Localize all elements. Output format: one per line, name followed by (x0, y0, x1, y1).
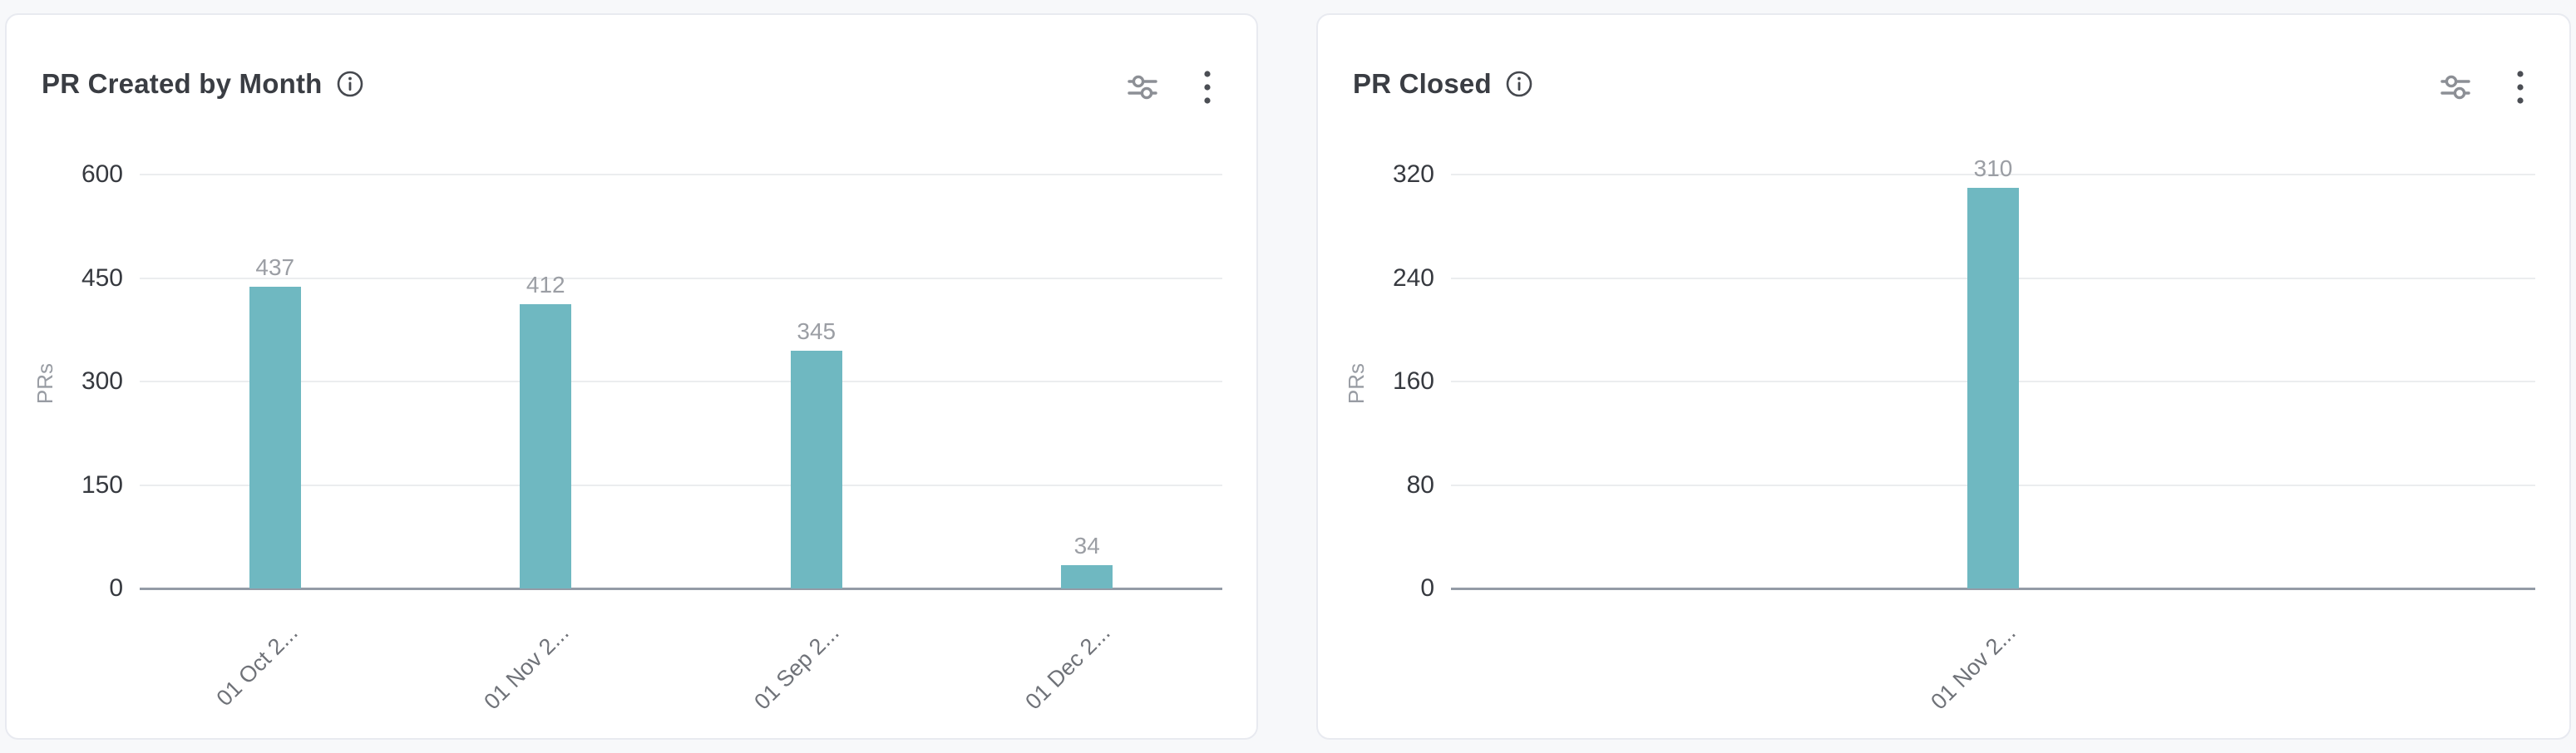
card-title: PR Created by Month (42, 68, 323, 99)
card-header: PR Created by Month (42, 68, 364, 100)
y-tick-label: 160 (1392, 367, 1434, 395)
horizontal-sliders-icon[interactable] (1127, 74, 1158, 101)
x-axis-line (140, 587, 1222, 590)
bar-value-label: 345 (797, 317, 836, 344)
x-tick-label: 01 Nov 2... (1926, 620, 2021, 715)
y-tick-label: 320 (1392, 160, 1434, 188)
bar-value-label: 437 (255, 254, 295, 281)
bar-value-label: 310 (1973, 155, 2013, 181)
pr-created-by-month-card: PR Created by Month PRs 0 (5, 13, 1258, 740)
y-tick-label: 600 (81, 160, 123, 188)
info-icon[interactable] (336, 70, 364, 98)
info-icon[interactable] (1505, 70, 1533, 98)
y-tick-label: 80 (1406, 470, 1434, 499)
gridline (140, 277, 1222, 279)
bar[interactable] (1061, 564, 1113, 588)
x-tick-label: 01 Sep 2... (749, 620, 844, 715)
x-tick-label: 01 Nov 2... (478, 620, 574, 715)
x-axis-line (1451, 587, 2535, 590)
gridline (140, 484, 1222, 486)
bar-value-label: 412 (526, 272, 565, 298)
kebab-menu-icon[interactable] (1203, 70, 1212, 105)
bar-chart: 0 80 160 240 320 310 01 Nov 2... (1318, 15, 2569, 738)
y-tick-label: 0 (109, 574, 123, 602)
y-tick-label: 0 (1420, 574, 1434, 602)
horizontal-sliders-icon[interactable] (2440, 74, 2471, 101)
y-tick-label: 240 (1392, 263, 1434, 292)
bar-value-label: 34 (1073, 532, 1100, 559)
card-title: PR Closed (1353, 68, 1492, 99)
bar-chart: 0 150 300 450 600 437 01 Oct 2... 412 01 Nov 2..… (7, 15, 1256, 738)
card-actions (1127, 70, 1212, 105)
card-actions (2440, 70, 2524, 105)
x-tick-label: 01 Dec 2... (1019, 620, 1115, 715)
bar[interactable] (1967, 187, 2019, 588)
x-tick-label: 01 Oct 2... (211, 620, 303, 711)
bar[interactable] (249, 287, 301, 588)
y-tick-label: 300 (81, 367, 123, 395)
y-tick-label: 450 (81, 263, 123, 292)
gridline (140, 174, 1222, 175)
gridline (1451, 174, 2535, 175)
card-header: PR Closed (1353, 68, 1533, 100)
bar[interactable] (520, 304, 572, 588)
pr-closed-card: PR Closed PRs 0 80 160 240 32 (1316, 13, 2571, 740)
kebab-menu-icon[interactable] (2516, 70, 2524, 105)
bar[interactable] (790, 350, 842, 588)
y-tick-label: 150 (81, 470, 123, 499)
gridline (140, 381, 1222, 382)
